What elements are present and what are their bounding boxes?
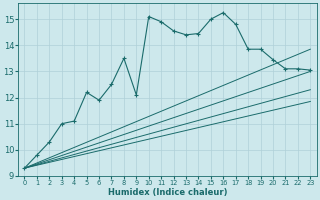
X-axis label: Humidex (Indice chaleur): Humidex (Indice chaleur) <box>108 188 227 197</box>
